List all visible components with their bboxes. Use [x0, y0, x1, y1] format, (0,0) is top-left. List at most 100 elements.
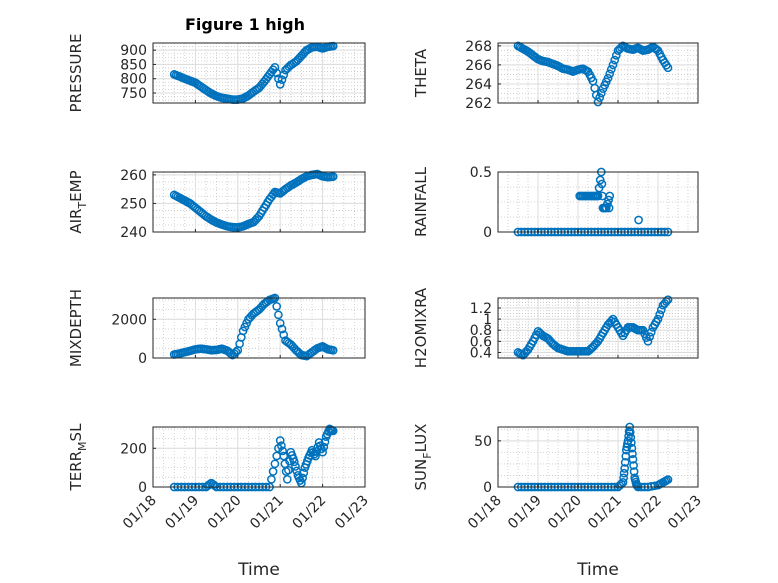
- x-tick-label: 01/19: [505, 493, 545, 533]
- data-point: [321, 42, 331, 52]
- data-point: [277, 441, 286, 451]
- data-point: [626, 44, 636, 54]
- data-point: [627, 443, 637, 453]
- data-point: [615, 481, 625, 490]
- data-point: [545, 336, 555, 345]
- data-point: [622, 442, 632, 452]
- data-point: [245, 313, 255, 322]
- data-point: [598, 191, 607, 201]
- data-point: [646, 43, 656, 53]
- y-tick-label: 0.8: [470, 323, 492, 339]
- data-point: [291, 462, 300, 471]
- data-point: [279, 330, 289, 340]
- data-point: [221, 221, 230, 231]
- x-tick-label: 01/21: [247, 493, 287, 533]
- data-point: [661, 60, 671, 70]
- axes-frame: [152, 426, 366, 488]
- data-point: [270, 459, 280, 469]
- subplot-mixdepth: 0 2000 MIXDEPTH: [67, 289, 366, 367]
- data-point: [636, 45, 646, 55]
- data-point: [629, 461, 638, 470]
- y-axis-label: RAINFALL: [412, 166, 430, 237]
- x-tick-label: 01/20: [545, 493, 585, 533]
- data-point: [251, 307, 260, 317]
- data-point: [606, 64, 616, 74]
- data-point: [595, 93, 605, 102]
- data-point: [321, 172, 331, 182]
- data-point: [229, 349, 239, 358]
- data-point: [183, 346, 193, 356]
- data-point: [661, 476, 671, 485]
- subplot-h2omixra: 0.40.60.811.2 H2OMIXRA: [412, 287, 699, 368]
- data-point: [282, 474, 292, 484]
- y-tick-label: 2000: [111, 312, 147, 328]
- data-point: [298, 473, 307, 483]
- data-point: [298, 49, 308, 59]
- data-point: [300, 351, 310, 361]
- data-point: [178, 348, 188, 357]
- subplot-terr-msl: 0 200 01/18 01/19 01/20 01/21 01/22 01/23 Time TE…: [67, 423, 372, 580]
- subplot-rainfall: 0 0.5 RAINFALL: [412, 165, 699, 241]
- y-tick-label: 268: [465, 39, 492, 55]
- data-point: [566, 346, 576, 356]
- data-point: [275, 436, 285, 445]
- data-point: [634, 215, 643, 225]
- x-tick-label: 01/23: [332, 493, 372, 533]
- data-point: [585, 345, 595, 355]
- data-point: [646, 482, 656, 491]
- x-tick-label: 01/19: [162, 493, 202, 533]
- data-point: [268, 467, 278, 476]
- x-tick-label: 01/18: [465, 493, 505, 533]
- y-axis-label: THETA: [412, 48, 430, 98]
- data-point: [268, 294, 278, 303]
- data-point: [571, 346, 581, 356]
- y-tick-label: 0: [483, 480, 492, 496]
- x-axis-label: Time: [576, 560, 619, 580]
- data-point: [194, 344, 204, 354]
- data-point: [628, 454, 638, 464]
- data-point: [320, 437, 330, 447]
- y-tick-label: 1.2: [470, 301, 492, 317]
- data-point: [236, 333, 246, 342]
- data-point: [603, 199, 612, 209]
- x-tick-label: 01/18: [120, 493, 160, 533]
- data-point: [625, 427, 635, 437]
- y-tick-label: 0: [483, 225, 492, 241]
- axes-frame: [497, 42, 699, 104]
- data-point: [655, 310, 665, 319]
- data-point: [279, 70, 289, 80]
- subplot-theta: 262 264 266 268 THETA: [412, 39, 699, 112]
- x-tick-label: 01/22: [625, 493, 665, 533]
- data-point: [288, 342, 297, 351]
- y-axis-label: SUNFLUX: [412, 424, 434, 491]
- data-point: [619, 468, 629, 478]
- data-point: [251, 85, 260, 95]
- data-point: [267, 474, 276, 484]
- data-point: [588, 191, 598, 201]
- data-point: [619, 473, 628, 483]
- data-point: [601, 77, 611, 87]
- data-point: [629, 467, 639, 476]
- data-point: [278, 446, 287, 456]
- data-point: [650, 43, 660, 53]
- data-point: [604, 195, 613, 205]
- axes-frame: [497, 297, 699, 359]
- y-axis-label: TERRMSL: [67, 423, 89, 492]
- x-axis-label: Time: [237, 560, 280, 580]
- data-point: [295, 476, 305, 485]
- data-point: [282, 337, 292, 347]
- data-point: [311, 169, 320, 179]
- data-point: [192, 204, 202, 214]
- data-point: [651, 317, 661, 327]
- data-point: [604, 203, 614, 213]
- data-point: [274, 310, 283, 320]
- data-point: [616, 43, 626, 52]
- data-point: [597, 179, 607, 189]
- axes-frame: [497, 426, 699, 488]
- data-point: [611, 51, 621, 60]
- data-point: [288, 454, 298, 463]
- data-point: [310, 449, 319, 459]
- data-point: [620, 458, 630, 467]
